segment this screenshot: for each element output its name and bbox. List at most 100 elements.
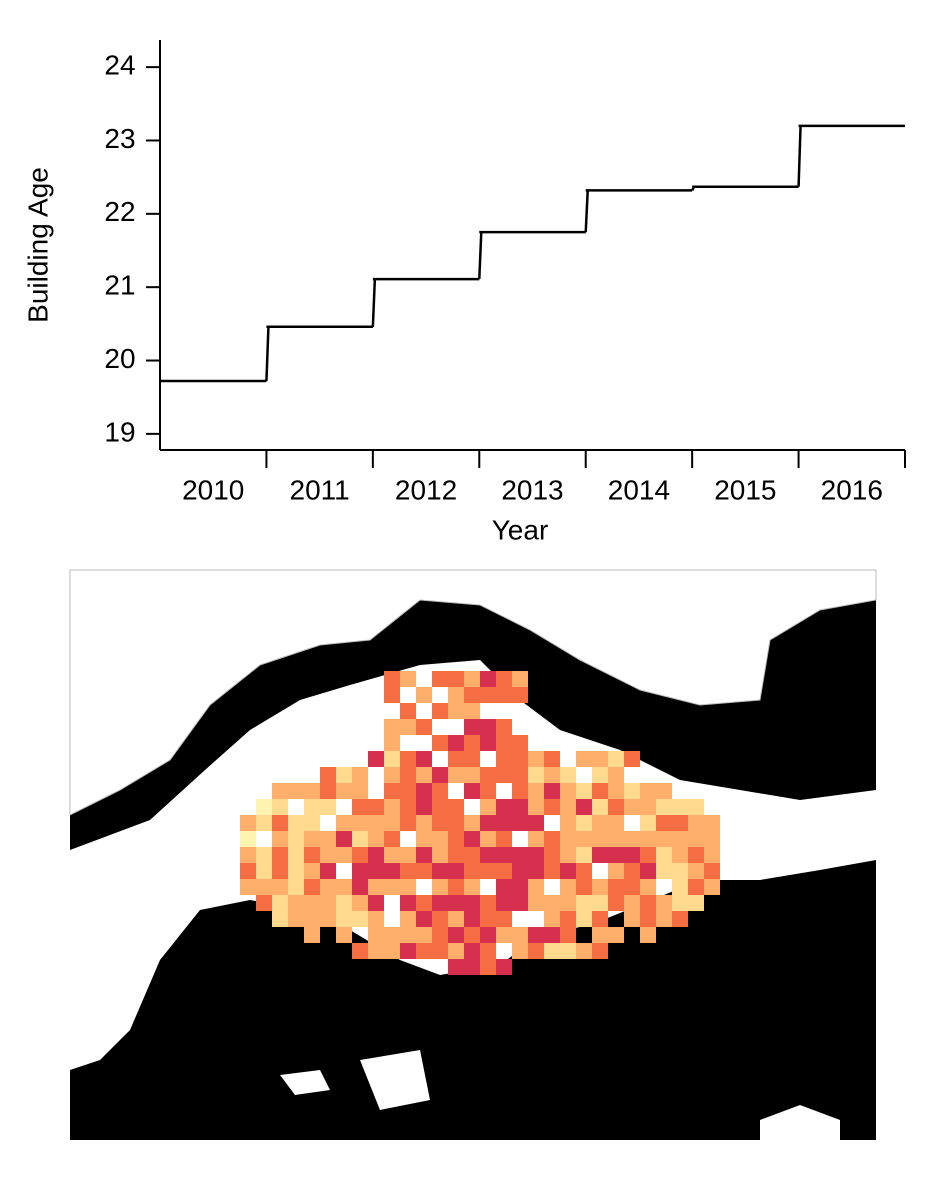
heat-cell [528, 863, 544, 879]
heat-cell [512, 943, 528, 959]
heat-cell [464, 959, 480, 975]
heat-cell [704, 863, 720, 879]
heat-cell [576, 847, 592, 863]
heat-cell [416, 895, 432, 911]
heat-cell [496, 815, 512, 831]
heat-cell [464, 815, 480, 831]
heat-cell [336, 927, 352, 943]
heat-cell [464, 895, 480, 911]
heat-cell [448, 831, 464, 847]
heat-cell [400, 815, 416, 831]
heat-cell [560, 927, 576, 943]
heat-cell [672, 831, 688, 847]
heat-cell [288, 815, 304, 831]
heat-cell [304, 815, 320, 831]
heat-cell [592, 927, 608, 943]
heat-cell [400, 719, 416, 735]
chart: Year Building Age 19 20 21 22 23 24 2010 2011 20… [22, 40, 906, 545]
heat-cell [352, 863, 368, 879]
heat-cell [448, 895, 464, 911]
heat-cell [640, 847, 656, 863]
heat-cell [480, 895, 496, 911]
heat-cell [272, 863, 288, 879]
heat-cell [576, 895, 592, 911]
heat-cell [368, 847, 384, 863]
heat-cell [288, 863, 304, 879]
heat-cell [528, 847, 544, 863]
heat-cell [416, 911, 432, 927]
heat-cell [288, 911, 304, 927]
heat-cell [624, 847, 640, 863]
heat-cell [432, 911, 448, 927]
heat-cell [464, 943, 480, 959]
heat-cell [272, 815, 288, 831]
heat-cell [352, 799, 368, 815]
y-tick-label: 22 [104, 196, 135, 227]
x-axis-label: Year [492, 514, 549, 545]
heat-cell [608, 927, 624, 943]
heat-cell [448, 799, 464, 815]
heat-cell [560, 863, 576, 879]
heat-cell [512, 879, 528, 895]
heat-cell [480, 687, 496, 703]
step-riser [691, 186, 696, 191]
heat-cell [464, 719, 480, 735]
heat-cell [384, 671, 400, 687]
heat-cell [560, 943, 576, 959]
heat-cell [672, 847, 688, 863]
heat-cell [624, 799, 640, 815]
heat-cell [512, 895, 528, 911]
heat-cell [384, 735, 400, 751]
heat-cell [624, 751, 640, 767]
heat-cell [512, 735, 528, 751]
heat-cell [624, 783, 640, 799]
heat-cell [464, 911, 480, 927]
x-tick-label: 2011 [290, 474, 350, 505]
heat-cell [240, 847, 256, 863]
heat-cell [400, 767, 416, 783]
heat-cell [336, 783, 352, 799]
heat-cell [496, 719, 512, 735]
heat-cell [352, 847, 368, 863]
heat-cell [448, 863, 464, 879]
heat-cell [400, 703, 416, 719]
heat-cell [592, 799, 608, 815]
heat-cell [480, 911, 496, 927]
heat-cell [656, 831, 672, 847]
heat-cell [448, 703, 464, 719]
heat-cell [304, 831, 320, 847]
y-tick-label: 20 [104, 343, 135, 374]
heat-cell [480, 847, 496, 863]
heat-cell [416, 751, 432, 767]
heat-cell [496, 863, 512, 879]
heat-cell [416, 863, 432, 879]
heat-cell [448, 751, 464, 767]
heat-cell [464, 783, 480, 799]
heat-cell [352, 767, 368, 783]
heat-cell [496, 959, 512, 975]
heat-cell [384, 719, 400, 735]
heat-cell [320, 847, 336, 863]
heat-cell [672, 799, 688, 815]
heat-cell [304, 911, 320, 927]
heat-cell [688, 863, 704, 879]
heat-cell [496, 847, 512, 863]
heat-cell [240, 831, 256, 847]
heat-cell [336, 879, 352, 895]
heat-cell [528, 751, 544, 767]
heat-cell [464, 831, 480, 847]
x-tick-label: 2015 [714, 474, 776, 505]
heat-cell [496, 751, 512, 767]
heat-cell [576, 799, 592, 815]
heat-cell [496, 767, 512, 783]
heat-cell [256, 815, 272, 831]
heat-cell [400, 895, 416, 911]
heat-cell [560, 767, 576, 783]
heat-cell [256, 863, 272, 879]
heat-cell [432, 863, 448, 879]
heat-cell [384, 767, 400, 783]
heat-cell [528, 927, 544, 943]
heat-cell [560, 815, 576, 831]
heat-cell [608, 783, 624, 799]
heat-cell [288, 879, 304, 895]
